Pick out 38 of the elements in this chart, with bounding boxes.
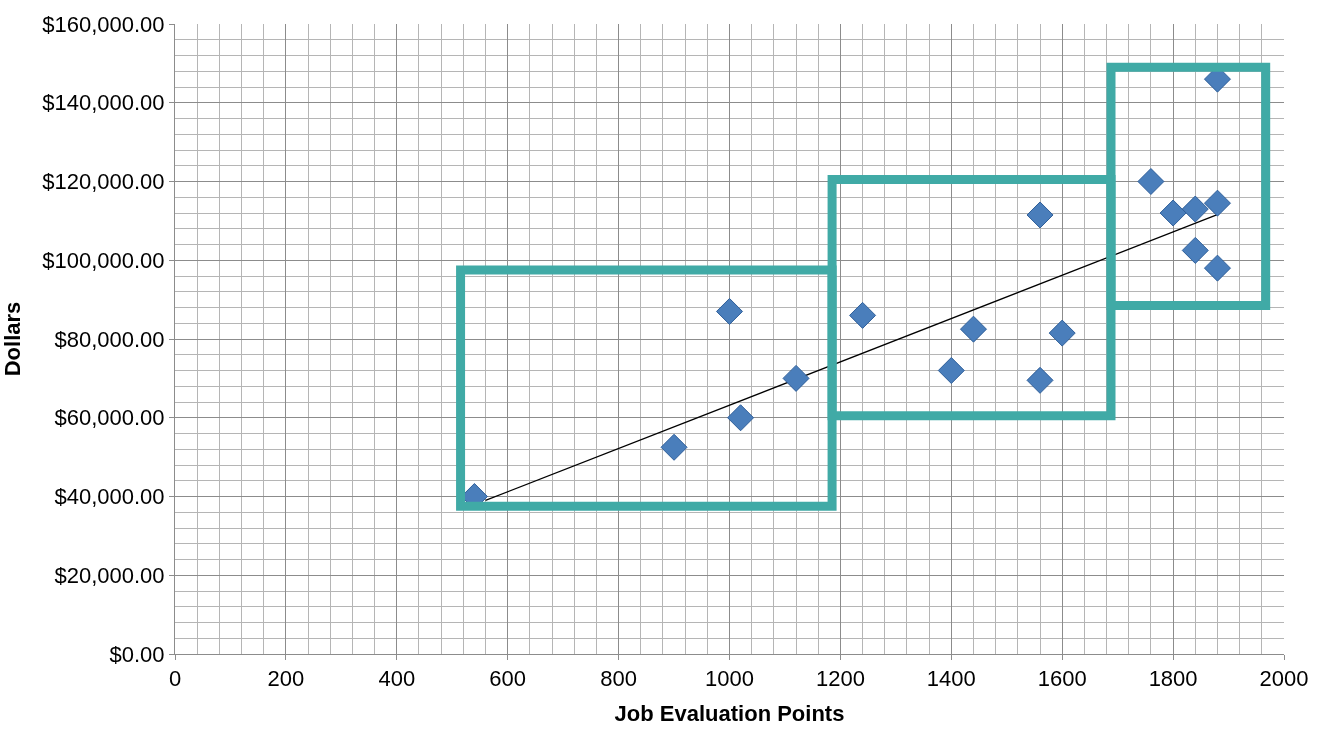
point — [1026, 366, 1054, 394]
point — [1203, 254, 1231, 282]
y-axis-title: Dollars — [0, 301, 26, 377]
x-tick-label: 1200 — [815, 666, 865, 692]
point — [1203, 189, 1231, 217]
x-tick-label: 0 — [168, 666, 182, 692]
point — [1181, 195, 1209, 223]
y-tick-label: $120,000.00 — [42, 169, 165, 195]
y-tick-label: $60,000.00 — [54, 405, 165, 431]
y-tick-label: $140,000.00 — [42, 90, 165, 116]
x-tick-label: 1400 — [926, 666, 976, 692]
point — [959, 315, 987, 343]
y-tick-label: $40,000.00 — [54, 484, 165, 510]
x-tick-label: 1000 — [705, 666, 754, 692]
point — [782, 364, 810, 392]
point — [1026, 201, 1054, 229]
point — [1137, 168, 1165, 195]
x-tick-label: 200 — [267, 666, 305, 692]
x-axis-title: Job Evaluation Points — [614, 701, 845, 727]
point — [660, 433, 688, 461]
point — [1048, 319, 1076, 347]
point — [1159, 199, 1187, 227]
x-tick-label: 800 — [600, 666, 637, 692]
point — [849, 301, 877, 329]
x-tick-label: 400 — [378, 666, 416, 692]
x-tick-label: 1800 — [1148, 666, 1198, 692]
y-tick-label: $160,000.00 — [42, 11, 165, 37]
point — [727, 404, 755, 432]
point — [716, 297, 743, 325]
y-tick-label: $20,000.00 — [54, 562, 165, 588]
point — [937, 357, 965, 384]
y-tick-label: $80,000.00 — [54, 326, 165, 352]
point — [1181, 236, 1209, 264]
x-tick-label: 1600 — [1037, 666, 1087, 692]
x-tick-label: 2000 — [1259, 666, 1309, 692]
y-tick-label: $0.00 — [109, 641, 165, 667]
y-tick-label: $100,000.00 — [42, 247, 165, 273]
x-tick-label: 600 — [489, 666, 527, 692]
